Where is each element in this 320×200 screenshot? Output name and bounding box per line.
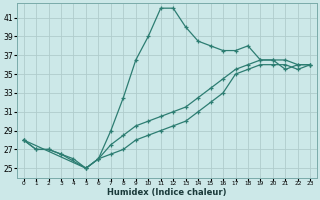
X-axis label: Humidex (Indice chaleur): Humidex (Indice chaleur) bbox=[107, 188, 227, 197]
